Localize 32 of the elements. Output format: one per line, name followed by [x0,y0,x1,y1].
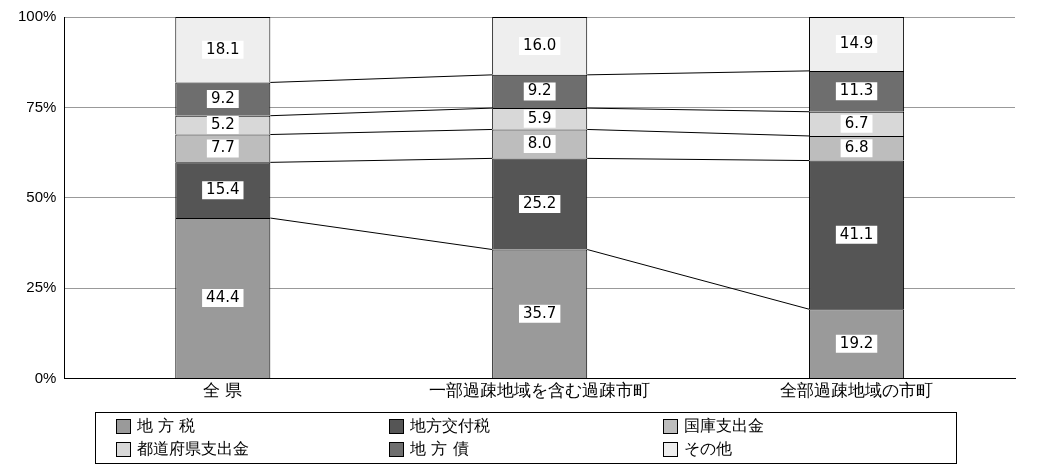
data-label: 41.1 [839,224,874,243]
data-label: 7.7 [210,138,235,157]
x-tick-label: 全 県 [203,381,243,401]
data-label: 18.1 [206,39,240,58]
data-label: 14.9 [839,33,874,52]
data-label: 44.4 [206,287,240,306]
data-label: 19.2 [839,333,874,352]
legend-label: 地方交付税 [410,416,491,437]
legend-label: その他 [683,439,732,460]
data-label: 15.4 [206,180,240,199]
data-label: 11.3 [839,81,874,100]
legend-label: 地 方 債 [410,439,469,460]
data-label: 6.7 [844,113,869,132]
y-tick-label: 100% [17,7,57,25]
data-label: 6.8 [844,138,869,157]
data-label: 35.7 [522,303,557,322]
x-tick-label: 一部過疎地域を含む過疎市町 [429,381,651,401]
legend-label: 都道府県支出金 [137,439,249,460]
data-label: 9.2 [210,88,235,107]
legend-label: 国庫支出金 [683,416,764,437]
x-tick-label: 全部過疎地域の市町 [780,381,934,401]
data-label: 16.0 [522,35,557,54]
y-tick-label: 50% [26,187,57,205]
y-tick-label: 75% [26,97,57,115]
data-label: 5.2 [210,115,235,134]
data-label: 5.9 [527,108,552,127]
y-tick-label: 0% [34,368,57,386]
data-label: 8.0 [527,133,552,152]
data-label: 9.2 [527,81,552,100]
data-label: 25.2 [522,193,557,212]
legend-label: 地 方 税 [137,416,196,437]
y-tick-label: 25% [26,278,57,296]
